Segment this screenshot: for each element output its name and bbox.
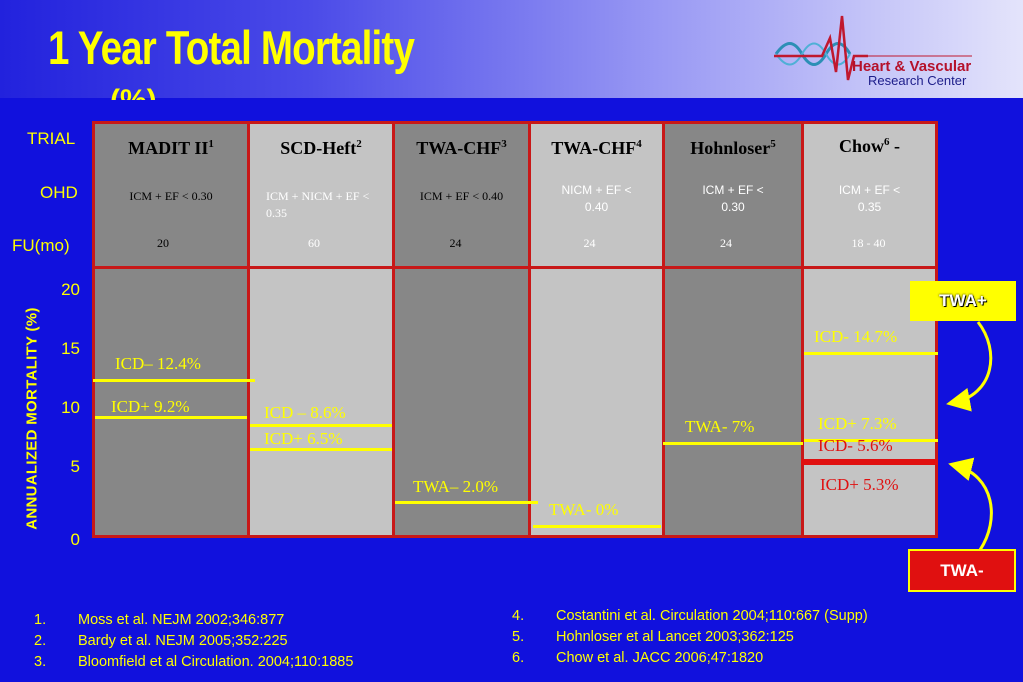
bracket-arrows	[946, 321, 993, 551]
fu-row-label: FU(mo)	[12, 236, 70, 255]
mortality-line	[801, 458, 938, 462]
trial-ohd: ICM + EF < 0.30	[129, 189, 213, 203]
y-tick-label: 20	[61, 280, 80, 299]
trial-ohd: ICM + EF < 0.40	[419, 189, 504, 203]
header-divider	[95, 266, 935, 269]
twa-negative-label: TWA-	[940, 561, 984, 580]
reference-item: 6. Chow et al. JACC 2006;47:1820	[512, 648, 868, 669]
y-tick-label: 10	[61, 398, 80, 417]
heart-vascular-logo: Heart & Vascular Research Center	[772, 10, 987, 90]
trial-ref-number: 4	[636, 138, 642, 150]
mortality-value-label: ICD+ 9.2%	[111, 397, 190, 417]
mortality-value-label: ICD+ 6.5%	[264, 429, 343, 449]
mortality-value-label: ICD – 8.6%	[264, 402, 346, 422]
trial-follow-up: 20	[157, 236, 169, 250]
mortality-value-label: ICD- 14.7%	[814, 326, 898, 346]
trial-name: Chow6 -	[838, 136, 900, 156]
reference-item: 3. Bloomfield et al Circulation. 2004;110…	[34, 652, 353, 673]
trial-ref-number: 5	[770, 138, 776, 150]
trial-name: MADIT II1	[128, 138, 214, 158]
mortality-value-label: ICD- 5.6%	[818, 435, 893, 455]
trial-follow-up: 24	[449, 236, 462, 250]
reference-text: Bloomfield et al Circulation. 2004;110:1…	[78, 654, 354, 670]
mortality-value-label: TWA- 0%	[549, 500, 619, 519]
trial-ref-number: 2	[356, 138, 362, 150]
trial-follow-up: 60	[308, 236, 320, 250]
trial-ref-number: 6	[884, 136, 890, 148]
references-right: 4. Costantini et al. Circulation 2004;110…	[512, 606, 868, 669]
trial-follow-up: 24	[720, 236, 732, 250]
trial-ohd: ICM + EF < 0.35	[838, 183, 901, 214]
twa-positive-arrow	[946, 321, 993, 412]
mortality-value-label: TWA– 2.0%	[413, 477, 498, 497]
reference-number: 1.	[34, 612, 47, 628]
trial-name: SCD-Heft2	[280, 138, 362, 158]
mortality-value-label: ICD+ 5.3%	[820, 475, 899, 495]
trial-row-label: TRIAL	[27, 129, 76, 148]
mortality-line	[93, 378, 255, 382]
trial-name: TWA-CHF4	[551, 138, 642, 158]
reference-number: 2.	[34, 633, 47, 649]
twa-negative-arrow	[948, 457, 993, 551]
trial-name: TWA-CHF3	[416, 138, 507, 158]
mortality-line	[533, 525, 661, 528]
mortality-line	[804, 438, 938, 442]
trial-column: TWA-CHF3 ICM + EF < 0.40 24	[395, 124, 528, 535]
twa-negative-box: TWA-	[908, 549, 1016, 592]
reference-item: 2. Bardy et al. NEJM 2005;352:225	[34, 631, 353, 652]
trial-column: TWA-CHF4 NICM + EF < 0.40 24	[531, 124, 662, 535]
reference-text: Bardy et al. NEJM 2005;352:225	[78, 633, 288, 649]
y-tick-label: 0	[70, 530, 80, 549]
mortality-line	[250, 448, 392, 452]
trial-ohd: ICM + EF < 0.30	[702, 183, 764, 214]
references-left: 1. Moss et al. NEJM 2002;346:877 2. Bardy e…	[34, 610, 353, 673]
trial-column: Chow6 - ICM + EF < 0.35 18 - 40	[804, 124, 935, 535]
mortality-line	[250, 423, 392, 427]
mortality-value-label: ICD– 12.4%	[115, 353, 201, 373]
y-tick-label: 15	[61, 339, 80, 358]
reference-number: 6.	[512, 650, 525, 666]
trial-table: MADIT II1 ICM + EF < 0.30 20 SCD-Heft2 ICM +…	[92, 121, 938, 538]
trial-ohd: NICM + EF < 0.40	[561, 183, 632, 214]
reference-number: 4.	[512, 608, 525, 624]
trial-ref-number: 1	[208, 138, 214, 150]
mortality-value-label: ICD+ 7.3%	[818, 413, 897, 433]
mortality-line	[395, 501, 538, 505]
reference-text: Chow et al. JACC 2006;47:1820	[556, 650, 764, 666]
trial-column: SCD-Heft2 ICM + NICM + EF < 0.35 60	[250, 124, 392, 535]
twa-positive-box: TWA+	[910, 281, 1016, 321]
logo-line1: Heart & Vascular	[852, 58, 972, 75]
reference-text: Costantini et al. Circulation 2004;110:6…	[556, 608, 868, 624]
trial-column: Hohnloser5 ICM + EF < 0.30 24	[665, 124, 801, 535]
trial-follow-up: 24	[583, 236, 596, 250]
reference-item: 5. Hohnloser et al Lancet 2003;362:125	[512, 627, 868, 648]
dna-heartbeat-icon	[774, 15, 972, 81]
reference-item: 1. Moss et al. NEJM 2002;346:877	[34, 610, 353, 631]
reference-number: 5.	[512, 629, 525, 645]
title-bar: 1 Year Total Mortality Heart & Vascular …	[0, 0, 1023, 98]
trial-ohd: ICM + NICM + EF < 0.35	[266, 189, 370, 220]
mortality-line	[801, 462, 938, 466]
mortality-line	[804, 351, 938, 355]
reference-text: Hohnloser et al Lancet 2003;362:125	[556, 629, 794, 645]
mortality-line	[663, 442, 803, 446]
y-axis-label: ANNUALIZED MORTALITY (%)	[23, 307, 41, 530]
trial-name: Hohnloser5	[690, 138, 776, 158]
reference-item: 4. Costantini et al. Circulation 2004;110…	[512, 606, 868, 627]
trial-column: MADIT II1 ICM + EF < 0.30 20	[95, 124, 247, 535]
trial-follow-up: 18 - 40	[851, 236, 886, 250]
y-tick-label: 5	[70, 457, 80, 476]
logo-line2: Research Center	[868, 73, 967, 88]
mortality-line	[95, 416, 247, 420]
ohd-row-label: OHD	[40, 183, 78, 202]
reference-text: Moss et al. NEJM 2002;346:877	[78, 612, 285, 628]
twa-positive-label: TWA+	[939, 291, 987, 310]
reference-number: 3.	[34, 654, 47, 670]
cropped-heading-fragment: (%)	[110, 86, 157, 100]
page-title: 1 Year Total Mortality	[48, 21, 415, 74]
trial-ref-number: 3	[501, 138, 507, 150]
mortality-value-label: TWA- 7%	[685, 417, 755, 437]
